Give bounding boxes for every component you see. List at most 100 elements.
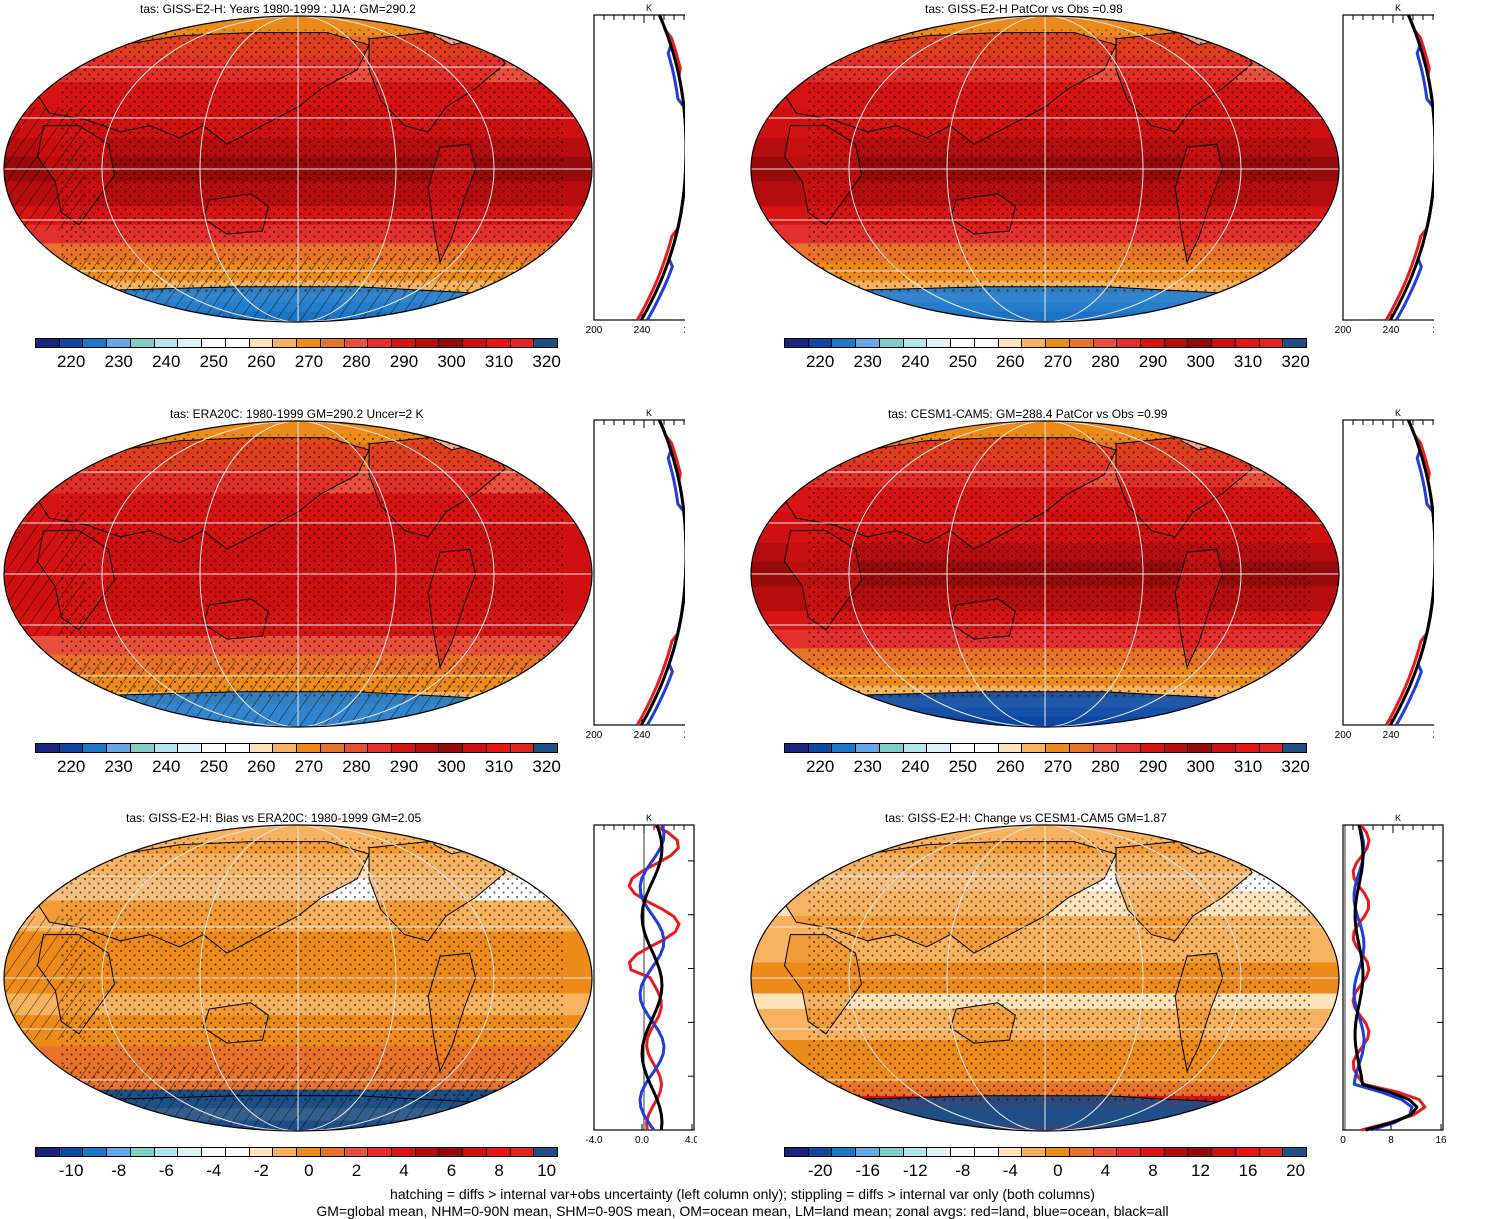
colorbar-swatch: [1021, 1148, 1046, 1156]
colorbar-tick-label: 230: [104, 352, 133, 371]
zonal-x-tick-label: 4.0: [685, 1135, 697, 1146]
graticule-lon: [1044, 825, 1242, 1131]
colorbar-tick-label: 320: [532, 352, 561, 371]
colorbar-swatch: [926, 1148, 951, 1156]
graticule-lon: [848, 16, 1046, 322]
colorbar-swatch: [1140, 744, 1164, 752]
panel-title: tas: GISS-E2-H: Change vs CESM1-CAM5 GM=…: [885, 811, 1167, 825]
map-border: [3, 15, 593, 323]
colorbar-swatch: [1211, 744, 1235, 752]
colorbar-swatch: [1163, 744, 1188, 752]
colorbar-tick-label: 6: [446, 1161, 457, 1180]
colorbar-swatch: [855, 339, 879, 347]
colorbar-swatch: [902, 1148, 927, 1156]
panel-title: tas: GISS-E2-H PatCor vs Obs =0.98: [925, 2, 1123, 16]
graticule-lon: [297, 825, 397, 1131]
colorbar-swatch: [485, 339, 510, 347]
colorbar-swatch: [1092, 339, 1117, 347]
colorbar-swatch: [831, 1148, 856, 1156]
colorbar-swatch: [902, 744, 927, 752]
stippling: [808, 434, 1312, 698]
zonal-x-tick-label: 280: [684, 730, 685, 741]
colorbar-swatch: [248, 339, 273, 347]
zonal-x-tick-label: -4.0: [585, 1135, 603, 1146]
zonal-unit-label: K: [1395, 408, 1401, 418]
colorbar-swatch: [1187, 339, 1212, 347]
graticule-lon: [199, 421, 299, 727]
colorbar-swatch: [1140, 339, 1164, 347]
colorbar-swatch: [367, 1148, 392, 1156]
colorbar-tick-label: 8: [1148, 1161, 1158, 1180]
map-era20c: [3, 420, 593, 728]
colorbar-swatch: [509, 744, 534, 752]
colorbar-tick-label: 280: [1091, 757, 1120, 776]
colorbar-swatch: [485, 1148, 510, 1156]
colorbar-swatch: [1116, 1148, 1141, 1156]
zonal-mean-plot: K60N30N030S60S-4.00.04.0: [585, 813, 697, 1146]
coastline: [1174, 548, 1224, 669]
coastline: [427, 143, 477, 264]
zonal-mean-plot: K60N30N030S60S200240280: [586, 3, 685, 336]
zonal-mean-line: [639, 419, 685, 726]
colorbar-swatch: [106, 1148, 130, 1156]
colorbar-swatch: [807, 1148, 832, 1156]
colorbar-tick-label: 290: [1138, 757, 1168, 776]
colorbar-swatch: [414, 744, 439, 752]
colorbar-tick-label: 10: [537, 1161, 557, 1180]
zonal-x-tick-label: 240: [1383, 325, 1400, 336]
colorbar-tick-label: 310: [1233, 757, 1263, 776]
colorbar-swatch: [997, 744, 1022, 752]
colorbar-tick-label: 4: [399, 1161, 409, 1180]
map-border: [750, 15, 1340, 323]
zonal-mean-plot: K60N30N030S60S200240280: [1335, 408, 1434, 741]
colorbar-tick-label: 300: [437, 757, 466, 776]
map-border: [3, 824, 593, 1132]
colorbar-swatch: [973, 339, 998, 347]
colorbar-tick-label: 300: [437, 352, 466, 371]
colorbar-swatch: [997, 1148, 1022, 1156]
colorbar-tick-label: 300: [1186, 352, 1215, 371]
colorbar-swatch: [36, 339, 59, 347]
colorbar-swatch: [950, 339, 974, 347]
coastline: [1174, 952, 1224, 1073]
colorbar-tick-label: 8: [494, 1161, 504, 1180]
colorbar-swatch: [855, 1148, 879, 1156]
graticule-lon: [1044, 421, 1144, 727]
colorbar-swatch: [785, 744, 808, 752]
zonal-mean-line: [635, 419, 685, 726]
graticule-lon: [1044, 16, 1242, 322]
colorbar-swatch: [462, 1148, 486, 1156]
coastline: [949, 598, 1016, 640]
colorbar-swatch: [319, 744, 344, 752]
colorbar-swatch: [36, 744, 59, 752]
colorbar-swatch: [1116, 339, 1141, 347]
coastline: [949, 193, 1016, 235]
colorbar-tick-label: -4: [1002, 1161, 1018, 1180]
zonal-x-tick-label: 0.0: [635, 1135, 649, 1146]
colorbar-swatch: [973, 744, 998, 752]
colorbar-swatch: [248, 1148, 273, 1156]
colorbar-swatch: [878, 744, 903, 752]
zonal-mean-line: [640, 824, 664, 1131]
colorbar-tick-label: -8: [111, 1161, 127, 1180]
zonal-mean-plot: K60N30N030S60S200240280: [1335, 3, 1434, 336]
colorbar-tick-label: 220: [56, 757, 86, 776]
colorbar-swatch: [1211, 1148, 1235, 1156]
graticule-lon: [297, 16, 495, 322]
colorbar-swatch: [462, 339, 486, 347]
graticule-lon: [199, 825, 299, 1131]
colorbar-tick-label: 290: [1138, 352, 1168, 371]
colorbar-swatch: [509, 1148, 534, 1156]
panel-title: tas: GISS-E2-H: Years 1980-1999 : JJA : …: [140, 2, 416, 16]
panel-title: tas: GISS-E2-H: Bias vs ERA20C: 1980-199…: [126, 811, 422, 825]
colorbar-swatch: [878, 1148, 903, 1156]
colorbar-swatch: [224, 744, 249, 752]
zonal-mean-line: [1352, 824, 1414, 1132]
map-bias: [3, 824, 593, 1132]
colorbar-swatch: [391, 339, 415, 347]
coastline: [202, 598, 269, 640]
graticule-lon: [297, 421, 495, 727]
colorbar-swatch: [831, 339, 856, 347]
zonal-x-tick-label: 280: [684, 325, 685, 336]
colorbar-swatch: [296, 1148, 320, 1156]
